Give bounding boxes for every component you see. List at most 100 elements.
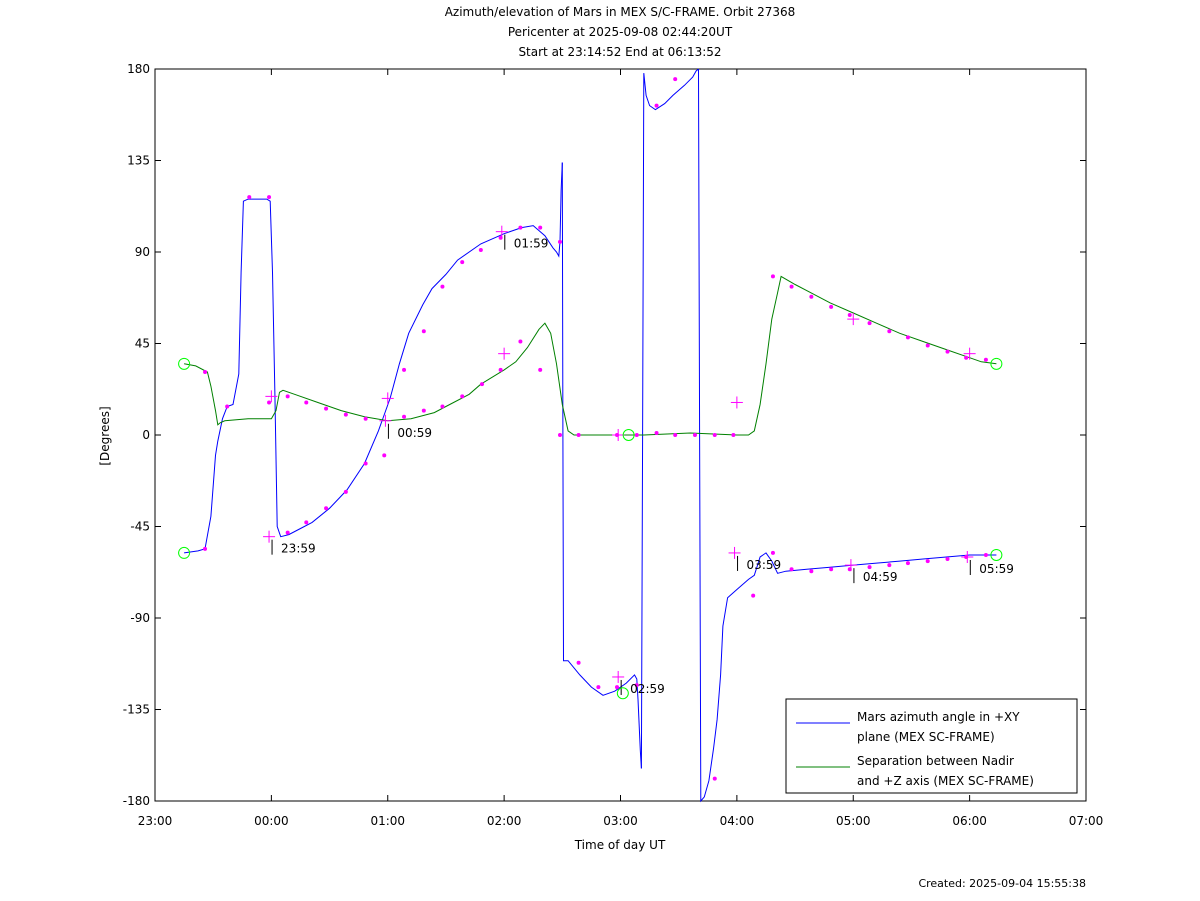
sample-dot (712, 433, 717, 437)
x-tick-label: 01:00 (370, 814, 405, 828)
legend-label-azimuth-2: plane (MEX SC-FRAME) (857, 730, 995, 744)
sample-dot (770, 274, 775, 279)
endpoint-circle (616, 687, 629, 700)
time-annotation-label: 02:59 (630, 682, 665, 696)
legend-label-separation-1: Separation between Nadir (857, 754, 1014, 768)
sample-dot (867, 321, 872, 326)
sample-dot (654, 430, 659, 435)
sample-dot (324, 406, 329, 411)
sample-dot (460, 394, 465, 399)
sample-dot (634, 433, 639, 437)
sample-dot (925, 343, 930, 348)
legend-box (785, 698, 1078, 794)
x-tick-label: 23:00 (138, 814, 173, 828)
sample-dot (673, 433, 678, 437)
sample-dot (905, 335, 910, 340)
sample-dot (460, 260, 465, 265)
sample-dot (964, 355, 969, 360)
sample-dot (267, 195, 272, 200)
sample-dot (770, 550, 775, 555)
azimuth-series-line (698, 68, 997, 803)
sample-dot (654, 103, 659, 108)
sample-dot (363, 416, 368, 421)
sample-dot (751, 593, 756, 598)
sample-dot (225, 404, 230, 409)
sample-dot (634, 683, 639, 688)
x-tick-label: 03:00 (603, 814, 638, 828)
y-tick-label: 45 (135, 337, 150, 351)
y-tick-label: 135 (127, 154, 150, 168)
start-end-subtitle: Start at 23:14:52 End at 06:13:52 (518, 45, 722, 59)
sample-dot (596, 685, 601, 690)
y-tick-label: 180 (127, 62, 150, 76)
sample-dot (809, 294, 814, 299)
sample-dot (983, 552, 988, 557)
x-tick-label: 02:00 (487, 814, 522, 828)
sample-dot (518, 225, 523, 230)
sample-dot (692, 433, 697, 437)
x-tick-label: 06:00 (952, 814, 987, 828)
created-timestamp: Created: 2025-09-04 15:55:38 (918, 877, 1086, 890)
endpoint-circle (622, 429, 635, 441)
sample-dot (673, 77, 678, 82)
sample-dot (343, 412, 348, 417)
sample-dot (402, 414, 407, 419)
azimuth-series-line (640, 68, 699, 769)
sample-dot (421, 329, 426, 334)
x-tick-label: 05:00 (836, 814, 871, 828)
sample-dot (247, 195, 252, 200)
sample-dot (498, 367, 503, 372)
sample-dot (712, 776, 717, 781)
sample-dot (363, 461, 368, 466)
sample-dot (847, 313, 852, 318)
separation-series-line (184, 275, 997, 436)
sample-dot (731, 433, 736, 437)
time-annotation-label: 05:59 (979, 562, 1014, 576)
sample-dot (267, 400, 272, 405)
legend-label-azimuth-1: Mars azimuth angle in +XY (857, 710, 1020, 724)
sample-dot (925, 559, 930, 564)
sample-dot (789, 284, 794, 289)
time-annotation-label: 04:59 (863, 570, 898, 584)
sample-dot (518, 339, 523, 344)
x-tick-label: 00:00 (254, 814, 289, 828)
axis-ticks: 23:00 00:00 01:00 02:00 03:00 04:00 05:00 06:00… (123, 62, 1104, 828)
sample-dot (382, 453, 387, 458)
sample-dot (809, 569, 814, 574)
sample-dot (285, 394, 290, 399)
sample-dot (615, 685, 620, 690)
x-axis-label: Time of day UT (574, 838, 666, 852)
sample-dot (557, 433, 562, 437)
y-tick-label: -90 (130, 611, 150, 625)
sample-dot (480, 382, 485, 387)
sample-dot (343, 489, 348, 494)
legend-label-separation-2: and +Z axis (MEX SC-FRAME) (857, 774, 1034, 788)
sample-dot (402, 367, 407, 372)
sample-dot (945, 349, 950, 354)
sample-dot (440, 404, 445, 409)
legend: Mars azimuth angle in +XY plane (MEX SC-… (785, 698, 1078, 794)
sample-dot (203, 369, 208, 374)
y-tick-label: 0 (142, 428, 150, 442)
sample-dot (576, 660, 581, 665)
x-tick-label: 04:00 (720, 814, 755, 828)
endpoint-circle (990, 357, 1003, 370)
sample-dot (304, 520, 309, 525)
y-tick-label: 90 (135, 245, 150, 259)
marker-layer: 23:59 00:59 01:59 02:59 03:59 04:59 05:59 (178, 77, 1014, 781)
y-axis-label: [Degrees] (98, 406, 112, 465)
endpoint-circle (178, 546, 191, 559)
sample-dot (421, 408, 426, 413)
sample-dot (905, 561, 910, 566)
x-tick-label: 07:00 (1069, 814, 1104, 828)
sample-dot (576, 433, 581, 437)
endpoint-circle (990, 548, 1003, 561)
endpoint-circle (178, 357, 191, 370)
azimuth-series-line (184, 162, 563, 554)
y-tick-label: -45 (130, 520, 150, 534)
time-annotation-label: 23:59 (281, 542, 316, 556)
pericenter-subtitle: Pericenter at 2025-09-08 02:44:20UT (507, 25, 733, 39)
sample-dot (789, 567, 794, 572)
sample-dot (285, 530, 290, 535)
